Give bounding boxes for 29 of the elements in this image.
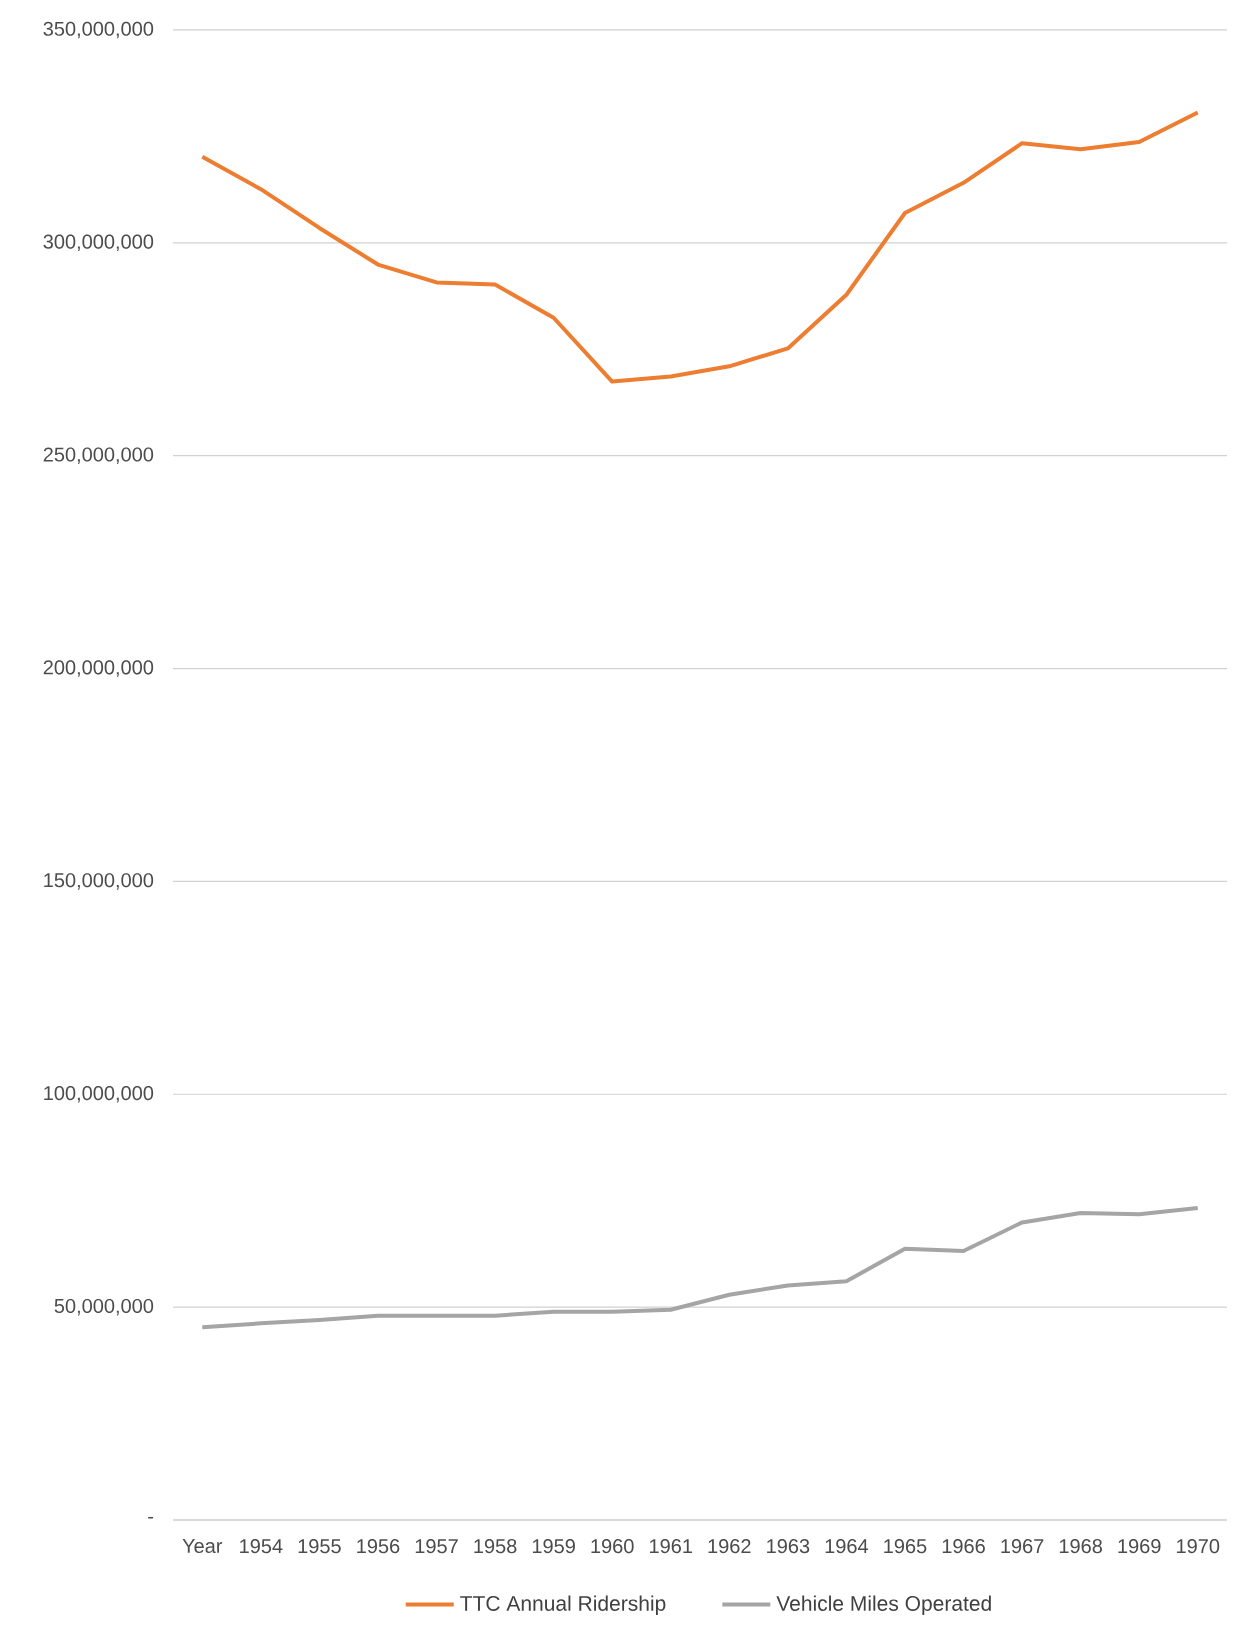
x-tick-label: 1954 bbox=[240, 1539, 283, 1554]
x-tick-label: 1959 bbox=[532, 1539, 575, 1554]
x-tick-label: 1961 bbox=[650, 1539, 693, 1554]
x-tick-label: 1967 bbox=[1001, 1539, 1044, 1554]
x-tick-label: 1956 bbox=[357, 1539, 400, 1554]
x-tick-label: Year bbox=[182, 1539, 223, 1554]
y-tick-label: 150,000,000 bbox=[44, 873, 154, 890]
y-tick-label: - bbox=[148, 1516, 154, 1519]
y-tick-label: 50,000,000 bbox=[54, 1298, 154, 1316]
x-tick-label: 1968 bbox=[1059, 1539, 1102, 1554]
x-tick-label: 1966 bbox=[942, 1539, 985, 1554]
legend-label: Vehicle Miles Operated bbox=[776, 1595, 991, 1616]
y-tick-label: 100,000,000 bbox=[44, 1086, 154, 1103]
x-tick-label: 1970 bbox=[1177, 1539, 1220, 1554]
x-tick-label: 1964 bbox=[825, 1539, 869, 1554]
x-tick-label: 1957 bbox=[415, 1539, 458, 1554]
y-tick-label: 250,000,000 bbox=[43, 447, 154, 464]
x-tick-label: 1962 bbox=[708, 1539, 751, 1554]
y-tick-label: 300,000,000 bbox=[43, 234, 154, 252]
x-tick-label: 1965 bbox=[884, 1539, 927, 1554]
x-tick-label: 1963 bbox=[767, 1539, 810, 1554]
x-tick-label: 1955 bbox=[298, 1539, 341, 1554]
legend-label: TTC Annual Ridership bbox=[460, 1595, 666, 1616]
x-tick-label: 1960 bbox=[591, 1539, 634, 1554]
y-tick-label: 200,000,000 bbox=[43, 660, 154, 677]
line-series bbox=[200, 110, 1200, 384]
y-tick-label: 350,000,000 bbox=[43, 21, 154, 39]
x-tick-label: 1969 bbox=[1118, 1539, 1161, 1554]
x-tick-label: 1958 bbox=[474, 1539, 517, 1554]
